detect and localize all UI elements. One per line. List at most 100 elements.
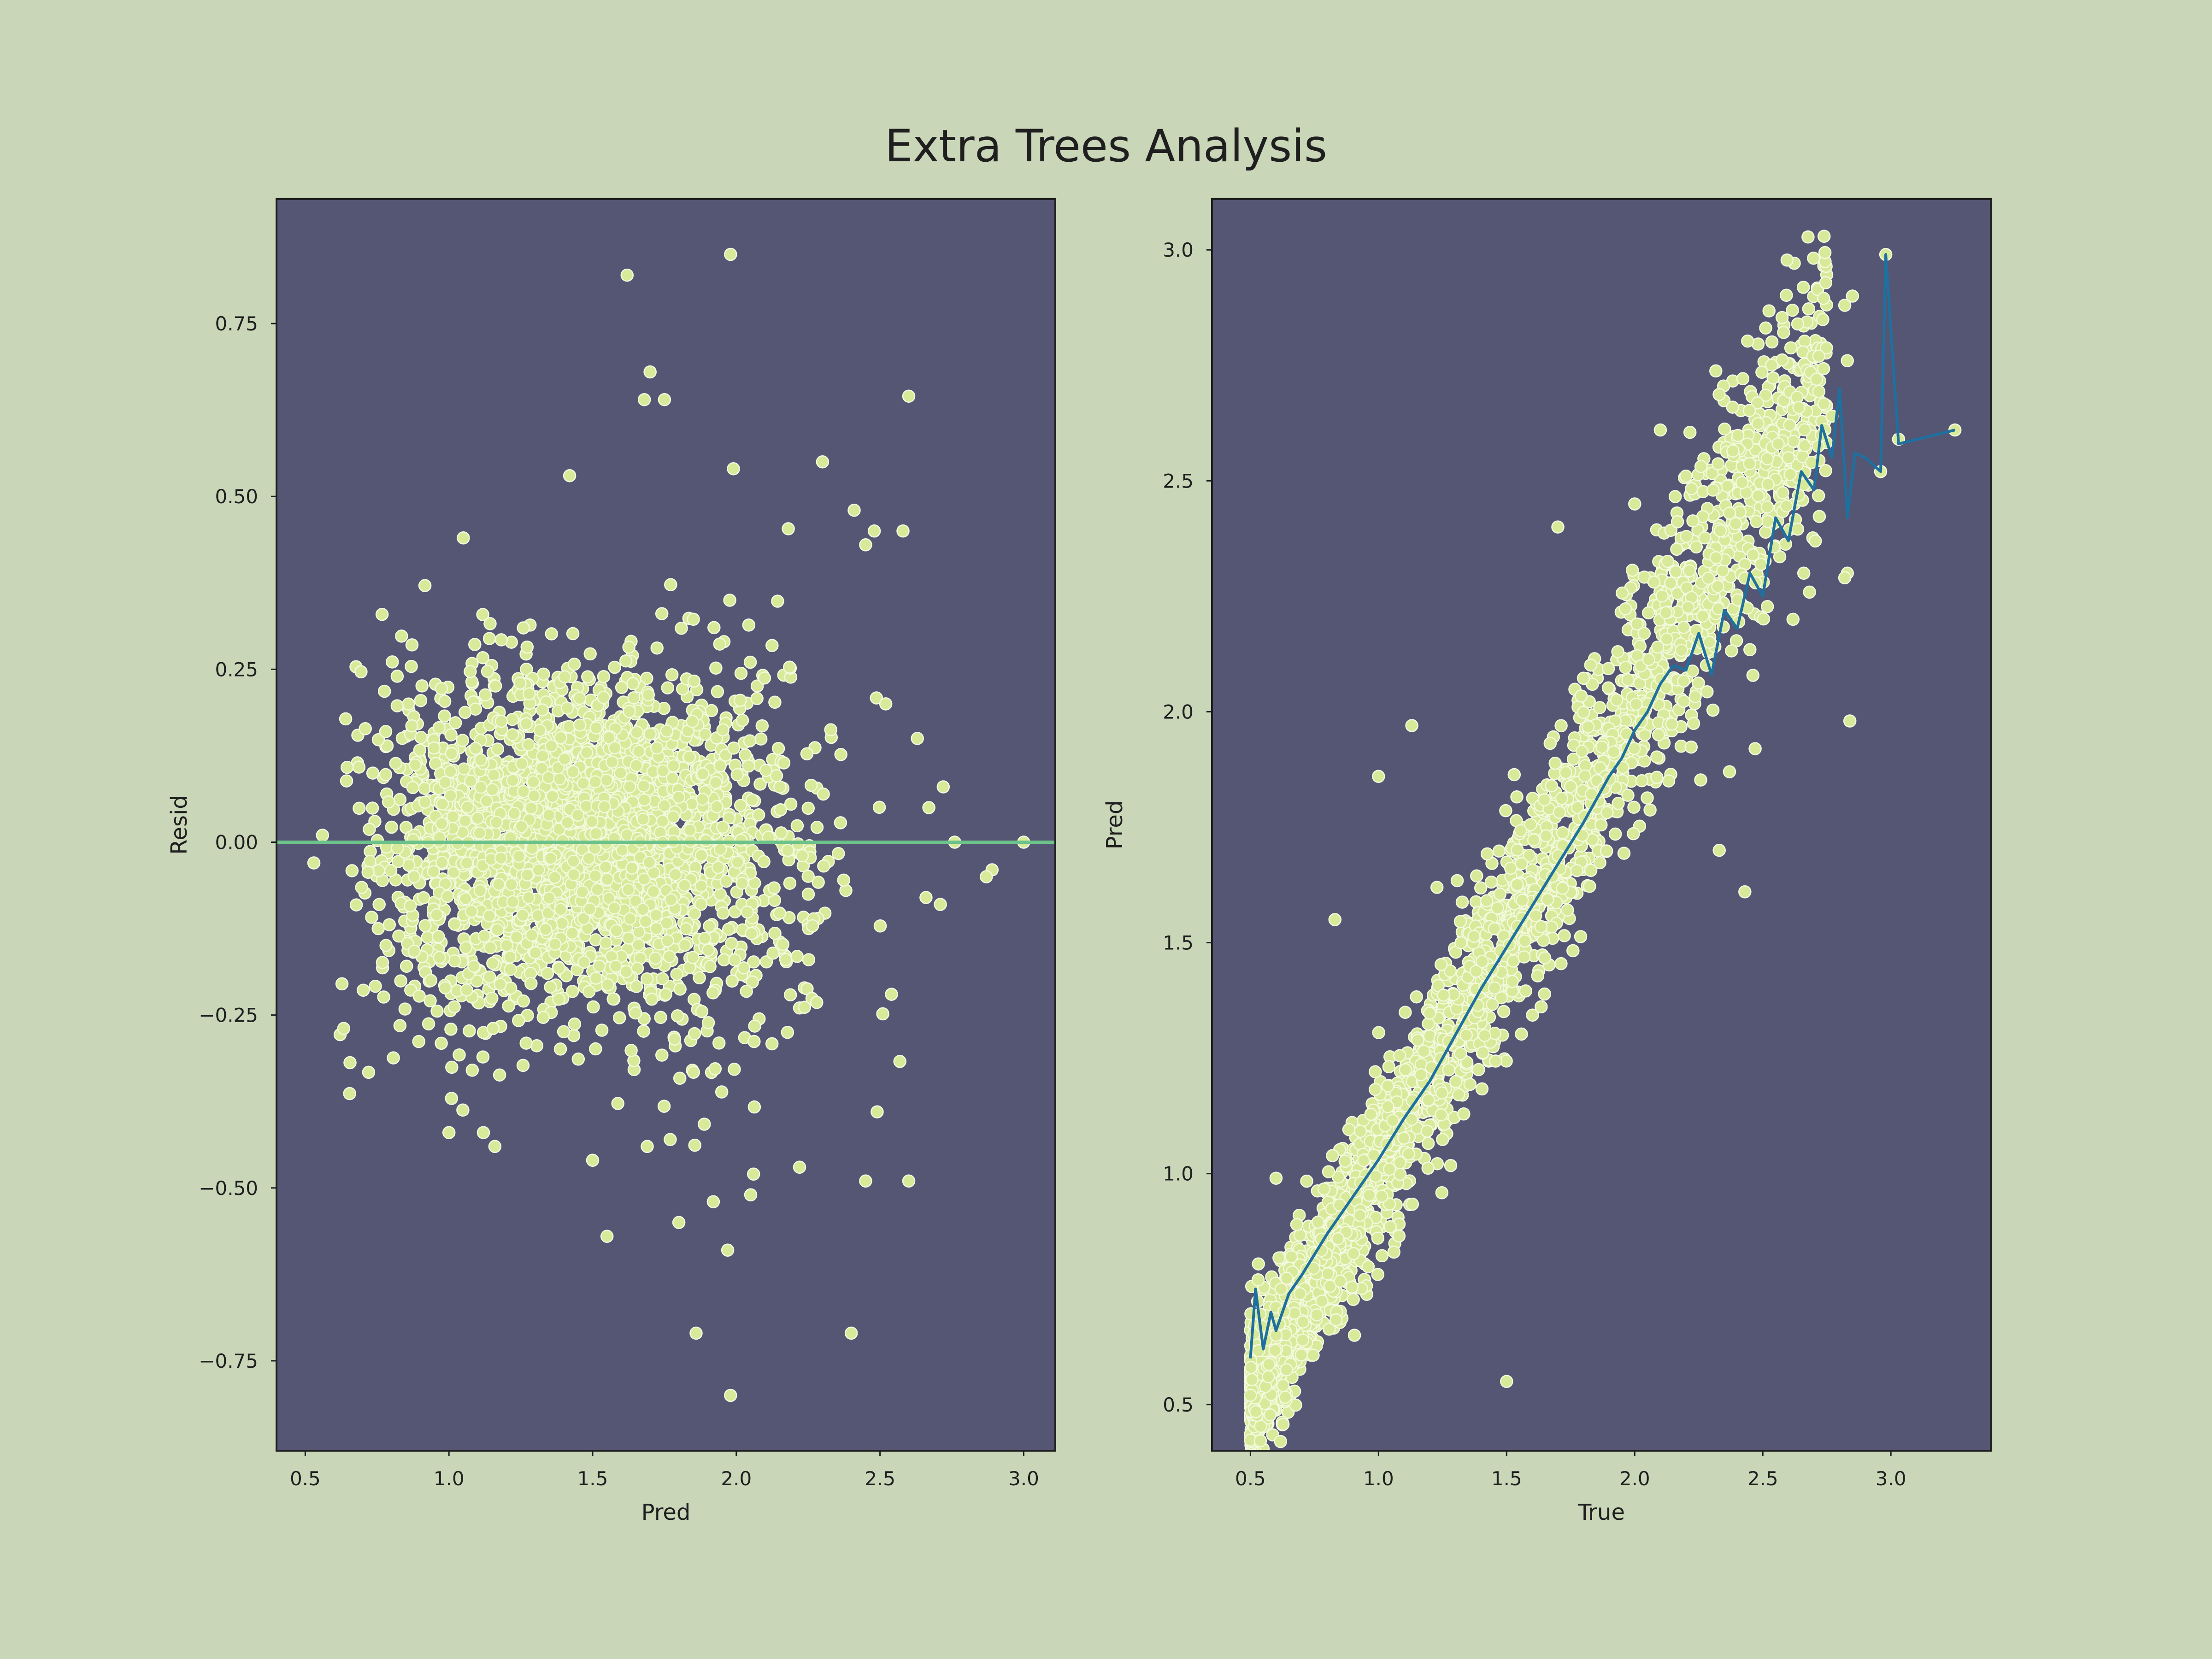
scatter-point: [588, 869, 602, 882]
scatter-point: [1510, 790, 1524, 804]
scatter-point: [678, 938, 692, 952]
scatter-point: [391, 855, 405, 868]
y-tick-label: 0.00: [215, 831, 258, 854]
scatter-point: [902, 1174, 916, 1188]
scatter-point: [573, 691, 586, 705]
scatter-point: [654, 1011, 667, 1024]
scatter-point: [456, 734, 470, 747]
scatter-point: [541, 966, 554, 980]
scatter-point: [1371, 1268, 1385, 1281]
scatter-point: [753, 777, 767, 791]
scatter-point: [453, 1048, 466, 1062]
scatter-point: [744, 1188, 758, 1202]
scatter-point: [435, 1036, 448, 1050]
scatter-point: [600, 773, 613, 787]
scatter-point: [622, 641, 635, 654]
scatter-point: [522, 891, 535, 905]
scatter-point: [629, 980, 643, 993]
scatter-point: [442, 1126, 456, 1139]
y-axis-label: Resid: [166, 795, 192, 855]
scatter-point: [1250, 1455, 1262, 1467]
scatter-point: [363, 823, 376, 836]
scatter-point: [371, 733, 385, 747]
scatter-point: [567, 868, 581, 882]
scatter-point: [530, 1039, 544, 1053]
scatter-point: [686, 715, 699, 728]
scatter-point: [735, 713, 749, 727]
scatter-point: [520, 640, 534, 654]
y-tick-label: −0.25: [199, 1004, 258, 1027]
scatter-point: [782, 522, 795, 535]
scatter-point: [438, 981, 452, 994]
scatter-point: [627, 691, 641, 705]
scatter-point: [1561, 903, 1574, 917]
scatter-point: [774, 826, 788, 840]
scatter-point: [491, 923, 504, 936]
scatter-point: [510, 930, 524, 944]
scatter-point: [1776, 353, 1789, 367]
scatter-point: [637, 872, 651, 886]
scatter-point: [504, 963, 517, 976]
scatter-point: [722, 811, 736, 825]
scatter-point: [599, 860, 612, 874]
scatter-point: [625, 861, 639, 875]
scatter-point: [668, 1032, 682, 1046]
scatter-point: [433, 951, 446, 965]
scatter-point: [641, 688, 655, 702]
scatter-point: [1817, 362, 1830, 376]
scatter-point: [565, 985, 579, 998]
scatter-point: [717, 953, 731, 966]
scatter-point: [800, 747, 814, 761]
scatter-point: [517, 994, 530, 1008]
scatter-point: [1399, 1006, 1412, 1019]
scatter-point: [1608, 827, 1622, 841]
scatter-point: [666, 771, 679, 785]
scatter-point: [734, 799, 747, 812]
scatter-point: [1760, 600, 1774, 613]
scatter-point: [529, 946, 542, 959]
scatter-point: [386, 655, 399, 669]
scatter-point: [752, 808, 765, 822]
scatter-point: [688, 1027, 701, 1041]
scatter-point: [503, 950, 517, 964]
scatter-point: [585, 815, 599, 829]
scatter-point: [463, 1024, 476, 1038]
scatter-point: [489, 816, 503, 829]
scatter-point: [316, 829, 329, 842]
scatter-point: [372, 898, 386, 911]
scatter-point: [716, 723, 729, 737]
scatter-point: [1523, 849, 1536, 862]
scatter-point: [589, 1042, 602, 1056]
scatter-point: [696, 793, 709, 806]
scatter-point: [471, 812, 484, 825]
scatter-point: [558, 670, 571, 683]
scatter-point: [415, 679, 429, 693]
scatter-point: [506, 728, 519, 741]
scatter-point: [589, 827, 603, 841]
scatter-point: [640, 972, 654, 986]
scatter-point: [553, 1042, 567, 1056]
scatter-point: [738, 748, 752, 762]
scatter-point: [474, 753, 488, 767]
scatter-point: [708, 1062, 722, 1076]
scatter-point: [655, 607, 669, 620]
scatter-point: [448, 954, 461, 968]
scatter-point: [406, 781, 420, 794]
scatter-point: [671, 1009, 684, 1023]
y-tick-label: 0.75: [215, 312, 258, 335]
scatter-point: [844, 1326, 858, 1340]
scatter-point: [1463, 1077, 1477, 1091]
scatter-point: [919, 891, 933, 904]
scatter-point: [980, 870, 993, 883]
scatter-point: [741, 905, 754, 919]
scatter-point: [679, 922, 693, 935]
scatter-point: [817, 859, 830, 873]
scatter-point: [406, 833, 420, 847]
scatter-point: [1538, 987, 1551, 1001]
scatter-point: [624, 1044, 638, 1057]
scatter-point: [1775, 311, 1789, 324]
scatter-point: [1812, 510, 1826, 523]
scatter-point: [658, 799, 671, 812]
scatter-point: [1627, 800, 1641, 814]
scatter-point: [623, 780, 636, 794]
